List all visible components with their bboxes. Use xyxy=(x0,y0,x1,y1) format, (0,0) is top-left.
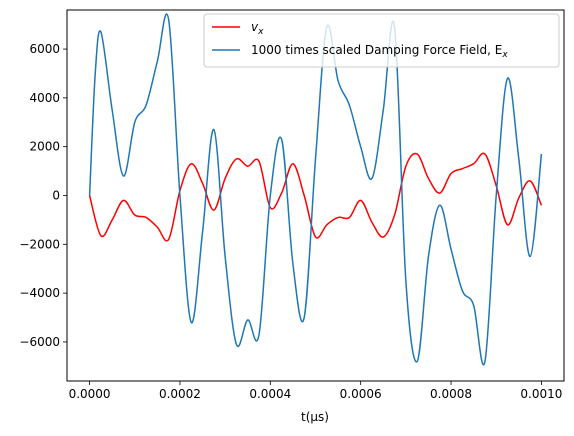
x-tick-label: 0.0006 xyxy=(340,387,382,401)
y-tick-label: 2000 xyxy=(29,140,60,154)
x-tick-label: 0.0002 xyxy=(159,387,201,401)
y-tick-label: −6000 xyxy=(19,335,60,349)
x-tick-label: 0.0004 xyxy=(249,387,291,401)
y-tick-label: −2000 xyxy=(19,237,60,251)
y-tick-label: 0 xyxy=(52,189,60,203)
x-tick-label: 0.0000 xyxy=(69,387,111,401)
x-tick-label: 0.0008 xyxy=(430,387,472,401)
y-tick-label: 4000 xyxy=(29,91,60,105)
y-tick-label: 6000 xyxy=(29,42,60,56)
x-tick-label: 0.0010 xyxy=(520,387,562,401)
x-axis-label: t(μs) xyxy=(301,410,329,424)
y-tick-label: −4000 xyxy=(19,286,60,300)
